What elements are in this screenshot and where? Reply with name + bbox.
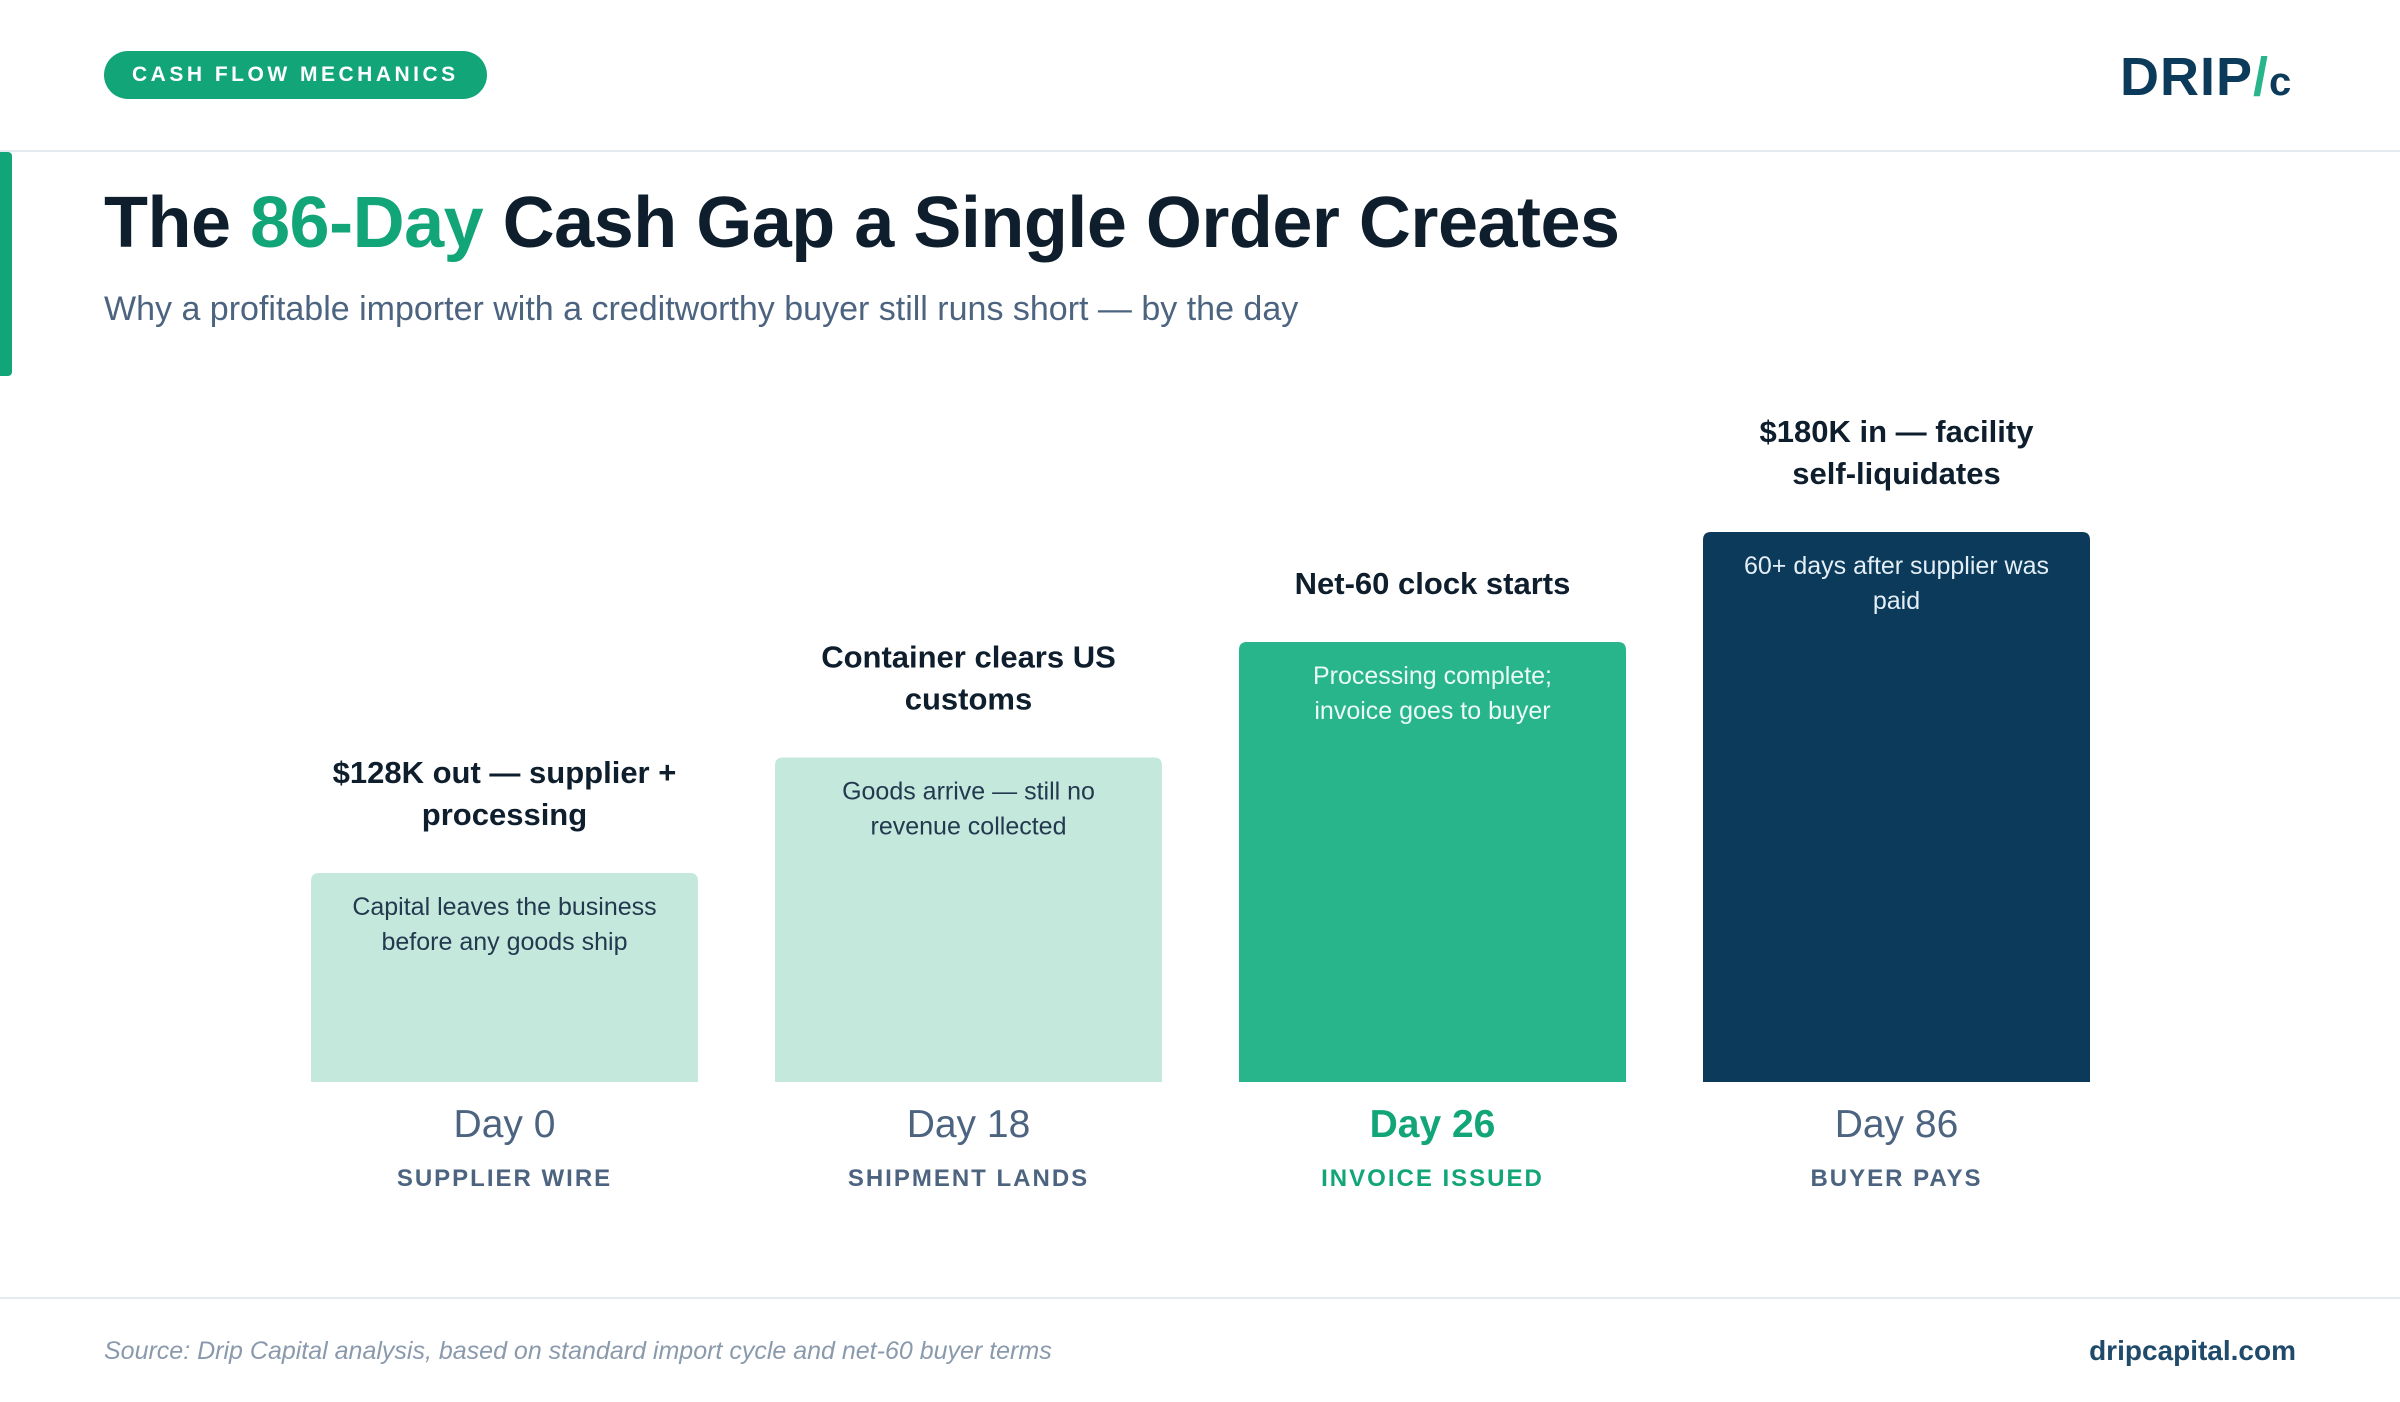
bar-inner-label-0-0: Capital leaves the business: [352, 893, 656, 921]
title-highlight: 86-Day: [250, 183, 484, 263]
bar-2: [1239, 642, 1626, 1082]
bar-top-label-3-0: $180K in — facility: [1760, 414, 2035, 449]
bar-1: [775, 757, 1162, 1082]
category-sublabel-0: SUPPLIER WIRE: [397, 1165, 612, 1192]
brand-logo[interactable]: DRIP/c: [2120, 42, 2292, 112]
bar-top-label-1-1: customs: [905, 682, 1032, 717]
category-label-3: Day 86: [1835, 1103, 1959, 1146]
footer: Source: Drip Capital analysis, based on …: [0, 1297, 2400, 1402]
bar-top-label-0-0: $128K out — supplier +: [333, 755, 677, 790]
category-sublabel-3: BUYER PAYS: [1810, 1165, 1982, 1192]
accent-bar: [0, 152, 12, 376]
logo-text: DRIP: [2120, 47, 2254, 107]
title-after: Cash Gap a Single Order Creates: [483, 183, 1620, 263]
page-title: The 86-Day Cash Gap a Single Order Creat…: [104, 182, 1620, 264]
header-bar: CASH FLOW MECHANICS DRIP/c: [0, 0, 2400, 152]
category-sublabel-1: SHIPMENT LANDS: [848, 1165, 1089, 1192]
bar-top-label-3-1: self-liquidates: [1792, 456, 2000, 491]
bar-inner-label-3-1: paid: [1873, 587, 1920, 615]
bar-0: [311, 873, 698, 1082]
bar-top-label-2-0: Net-60 clock starts: [1295, 566, 1571, 601]
bar-inner-label-0-1: before any goods ship: [381, 928, 627, 956]
bar-inner-label-1-1: revenue collected: [871, 813, 1067, 841]
category-label-1: Day 18: [907, 1103, 1031, 1146]
category-label-2: Day 26: [1370, 1103, 1496, 1146]
cash-gap-chart: Capital leaves the business before any go…: [311, 414, 2090, 1192]
bar-inner-label-1-0: Goods arrive — still no: [842, 778, 1095, 806]
bar-inner-label-2-1: invoice goes to buyer: [1314, 697, 1550, 725]
bar-inner-label-2-0: Processing complete;: [1313, 662, 1552, 690]
bar-inner-label-3-0: 60+ days after supplier was: [1744, 552, 2049, 580]
page-subtitle: Why a profitable importer with a creditw…: [104, 290, 1299, 328]
bar-3: [1703, 532, 2090, 1082]
section-pill: CASH FLOW MECHANICS: [104, 51, 487, 99]
site-link[interactable]: dripcapital.com: [2089, 1335, 2296, 1366]
logo-c: c: [2269, 60, 2293, 104]
category-sublabel-2: INVOICE ISSUED: [1321, 1165, 1544, 1192]
title-before: The: [104, 183, 251, 263]
source-note: Source: Drip Capital analysis, based on …: [104, 1337, 1052, 1365]
bar-top-label-1-0: Container clears US: [821, 640, 1116, 675]
category-label-0: Day 0: [454, 1103, 556, 1146]
logo-slash: /: [2253, 47, 2270, 107]
bar-top-label-0-1: processing: [422, 797, 587, 832]
